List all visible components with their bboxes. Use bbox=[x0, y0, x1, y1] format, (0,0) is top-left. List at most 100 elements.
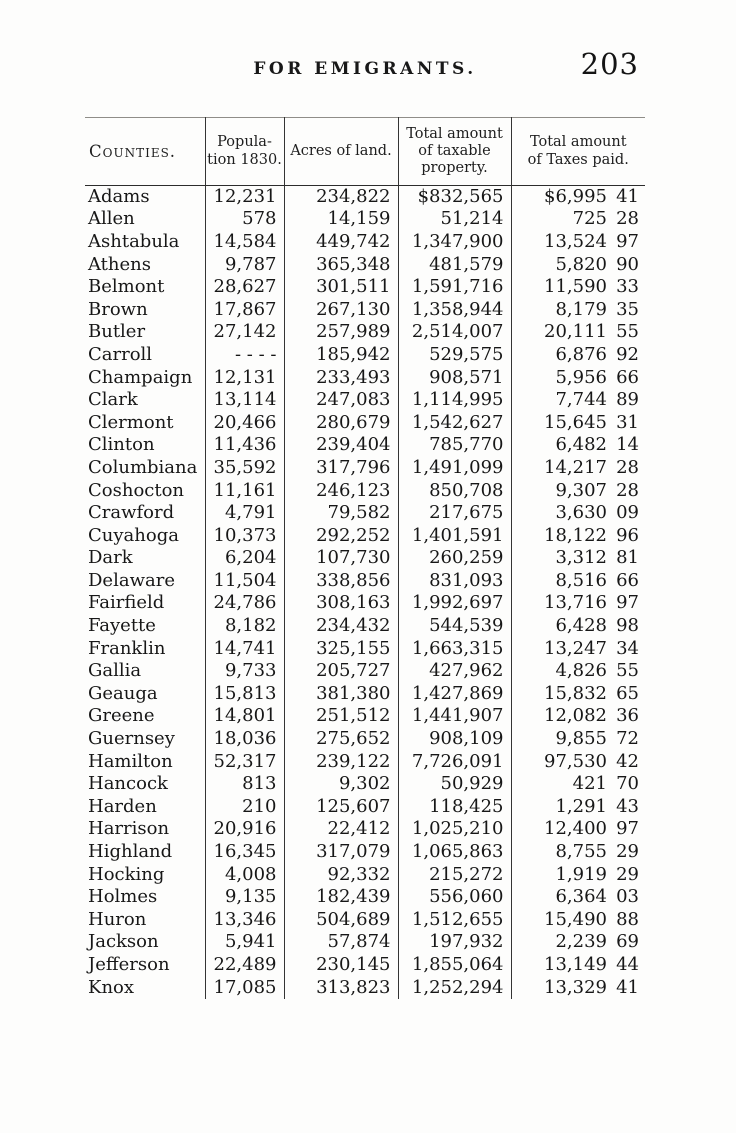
taxes-dollars: 15,645 bbox=[544, 411, 607, 433]
taxes-cents: 65 bbox=[616, 682, 639, 704]
page-header: FOR EMIGRANTS. 203 bbox=[85, 47, 645, 86]
cell-taxes-paid: 6,876 92 bbox=[511, 344, 645, 367]
taxes-dollars: 6,428 bbox=[555, 615, 607, 637]
cell-taxable-property: 908,571 bbox=[398, 366, 512, 389]
cell-taxes-paid: 18,122 96 bbox=[511, 524, 645, 547]
taxes-cents: 34 bbox=[616, 637, 639, 659]
cell-county: Harden bbox=[85, 795, 206, 819]
cell-taxable-property: 1,252,294 bbox=[398, 976, 512, 999]
column-header-taxes-paid: Total amount of Taxes paid. bbox=[511, 117, 645, 186]
cell-county: Highland bbox=[85, 840, 206, 864]
cell-taxes-paid: 8,755 29 bbox=[511, 841, 645, 864]
cell-taxable-property: 1,427,869 bbox=[398, 682, 512, 706]
cell-acres: 257,989 bbox=[284, 321, 399, 344]
cell-taxes-paid: 13,524 97 bbox=[511, 231, 645, 254]
cell-county: Allen bbox=[85, 208, 206, 231]
taxes-dollars: 6,364 bbox=[555, 886, 607, 908]
table-row: Allen 578 14,159 51,214 725 28 bbox=[85, 208, 645, 231]
cell-taxes-paid: 6,428 98 bbox=[511, 615, 645, 638]
cell-acres: 275,652 bbox=[284, 727, 399, 751]
taxes-dollars: 1,291 bbox=[555, 795, 607, 817]
table-row: Franklin 14,741 325,155 1,663,315 13,247 34 bbox=[85, 637, 645, 660]
cell-taxable-property: 529,575 bbox=[398, 343, 512, 367]
taxes-cents: 33 bbox=[616, 276, 639, 298]
cell-population: 24,786 bbox=[205, 592, 285, 615]
table-row: Jackson 5,941 57,874 197,932 2,239 69 bbox=[85, 931, 645, 954]
taxes-dollars: 1,919 bbox=[555, 863, 607, 885]
taxes-cents: 69 bbox=[616, 931, 639, 953]
cell-county: Athens bbox=[85, 253, 206, 276]
taxes-dollars: 20,111 bbox=[544, 321, 607, 343]
table-row: Huron 13,346 504,689 1,512,655 15,490 88 bbox=[85, 908, 645, 932]
taxes-cents: 29 bbox=[616, 841, 639, 863]
table-row: Adams 12,231 234,822 $832,565 $6,995 41 bbox=[85, 185, 645, 209]
taxes-cents: 96 bbox=[616, 524, 639, 546]
cell-acres: 313,823 bbox=[284, 976, 399, 999]
cell-taxable-property: 1,663,315 bbox=[398, 637, 512, 660]
table-row: Clermont 20,466 280,679 1,542,627 15,645 31 bbox=[85, 411, 645, 435]
taxes-dollars: 421 bbox=[572, 773, 607, 795]
taxes-cents: 28 bbox=[616, 208, 639, 230]
taxes-dollars: 3,630 bbox=[555, 502, 607, 524]
cell-taxes-paid: 8,516 66 bbox=[511, 570, 645, 593]
table-row: Geauga 15,813 381,380 1,427,869 15,832 65 bbox=[85, 682, 645, 706]
taxes-cents: 66 bbox=[616, 569, 639, 591]
taxes-cents: 97 bbox=[616, 818, 639, 840]
cell-taxable-property: 50,929 bbox=[398, 772, 512, 796]
taxes-cents: 03 bbox=[616, 886, 639, 908]
taxes-cents: 42 bbox=[616, 750, 639, 772]
column-header-acres-of-land: Acres of land. bbox=[284, 117, 399, 186]
cell-acres: 79,582 bbox=[284, 501, 399, 525]
cell-taxable-property: 1,401,591 bbox=[398, 524, 512, 547]
table-row: Gallia 9,733 205,727 427,962 4,826 55 bbox=[85, 659, 645, 683]
cell-acres: 317,079 bbox=[284, 840, 399, 864]
taxes-dollars: 15,832 bbox=[544, 682, 607, 704]
table-row: Knox 17,085 313,823 1,252,294 13,329 41 bbox=[85, 976, 645, 999]
cell-population: 52,317 bbox=[205, 750, 285, 773]
taxes-cents: 14 bbox=[616, 434, 639, 456]
table-row: Holmes 9,135 182,439 556,060 6,364 03 bbox=[85, 885, 645, 909]
cell-county: Coshocton bbox=[85, 479, 206, 502]
cell-population: 18,036 bbox=[205, 727, 285, 751]
table-row: Dark 6,204 107,730 260,259 3,312 81 bbox=[85, 547, 645, 570]
cell-acres: 247,083 bbox=[284, 388, 399, 412]
cell-population: 27,142 bbox=[205, 321, 285, 344]
cell-taxes-paid: 6,482 14 bbox=[511, 434, 645, 457]
header-row: Counties. Popula- tion 1830. Acres of la… bbox=[85, 117, 645, 186]
taxes-cents: 36 bbox=[616, 705, 639, 727]
cell-county: Hocking bbox=[85, 863, 206, 886]
table-row: Ashtabula 14,584 449,742 1,347,900 13,524 97 bbox=[85, 230, 645, 254]
table-row: Clinton 11,436 239,404 785,770 6,482 14 bbox=[85, 434, 645, 457]
cell-county: Dark bbox=[85, 547, 206, 570]
taxes-cents: 55 bbox=[616, 321, 639, 343]
cell-population: 9,787 bbox=[205, 253, 285, 276]
cell-county: Fayette bbox=[85, 614, 206, 638]
cell-acres: 107,730 bbox=[284, 547, 399, 570]
taxes-cents: 66 bbox=[616, 366, 639, 388]
running-head: FOR EMIGRANTS. bbox=[253, 59, 477, 79]
cell-acres: 381,380 bbox=[284, 682, 399, 706]
cell-acres: 92,332 bbox=[284, 863, 399, 886]
cell-population: 16,345 bbox=[205, 840, 285, 864]
taxes-cents: 43 bbox=[616, 795, 639, 817]
taxes-cents: 44 bbox=[616, 953, 639, 975]
cell-taxable-property: 215,272 bbox=[398, 863, 512, 886]
cell-taxes-paid: 12,082 36 bbox=[511, 705, 645, 728]
taxes-dollars: 8,179 bbox=[555, 298, 607, 320]
taxes-dollars: 13,716 bbox=[544, 592, 607, 614]
cell-county: Greene bbox=[85, 705, 206, 728]
taxes-dollars: 13,149 bbox=[544, 953, 607, 975]
cell-taxable-property: 908,109 bbox=[398, 727, 512, 751]
cell-taxes-paid: 15,490 88 bbox=[511, 909, 645, 932]
taxes-dollars: 9,855 bbox=[555, 728, 607, 750]
taxes-cents: 29 bbox=[616, 863, 639, 885]
cell-acres: 9,302 bbox=[284, 772, 399, 796]
cell-acres: 125,607 bbox=[284, 795, 399, 819]
table-row: Guernsey 18,036 275,652 908,109 9,855 72 bbox=[85, 727, 645, 751]
cell-acres: 182,439 bbox=[284, 885, 399, 909]
cell-taxable-property: 1,491,099 bbox=[398, 456, 512, 480]
cell-county: Hamilton bbox=[85, 750, 206, 773]
cell-taxes-paid: 5,820 90 bbox=[511, 253, 645, 276]
cell-acres: 14,159 bbox=[284, 208, 399, 231]
